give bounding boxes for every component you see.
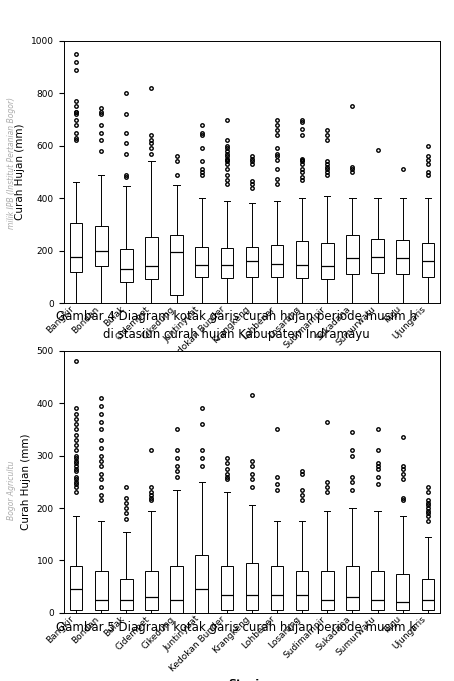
PathPatch shape: [296, 571, 309, 610]
Text: Gambar 4 Diagram kotak garis curah hujan periode musim h: Gambar 4 Diagram kotak garis curah hujan…: [56, 310, 416, 323]
PathPatch shape: [221, 248, 233, 278]
PathPatch shape: [271, 566, 283, 610]
Y-axis label: Curah Hujan (mm): Curah Hujan (mm): [15, 124, 25, 220]
Text: Gambar 5 Diagram kotak garis curah hujan periode musim k: Gambar 5 Diagram kotak garis curah hujan…: [56, 621, 416, 634]
PathPatch shape: [145, 238, 158, 279]
PathPatch shape: [196, 555, 208, 613]
PathPatch shape: [422, 242, 434, 276]
PathPatch shape: [95, 225, 108, 266]
Text: milik IPB (Institut Pertanian Bogor): milik IPB (Institut Pertanian Bogor): [7, 97, 16, 229]
PathPatch shape: [170, 235, 183, 295]
PathPatch shape: [246, 563, 258, 610]
X-axis label: Stasiun: Stasiun: [228, 679, 276, 681]
PathPatch shape: [196, 247, 208, 276]
PathPatch shape: [271, 245, 283, 276]
PathPatch shape: [170, 566, 183, 613]
PathPatch shape: [120, 249, 133, 282]
PathPatch shape: [371, 571, 384, 610]
Text: di stasiun curah hujan Kabupaten Indramayu: di stasiun curah hujan Kabupaten Indrama…: [103, 328, 370, 341]
PathPatch shape: [321, 571, 334, 610]
PathPatch shape: [246, 247, 258, 276]
PathPatch shape: [145, 571, 158, 610]
PathPatch shape: [396, 573, 409, 610]
PathPatch shape: [346, 235, 359, 274]
PathPatch shape: [396, 240, 409, 274]
PathPatch shape: [371, 239, 384, 273]
PathPatch shape: [95, 571, 108, 610]
PathPatch shape: [70, 223, 83, 272]
PathPatch shape: [221, 566, 233, 610]
Y-axis label: Curah Hujan (mm): Curah Hujan (mm): [21, 434, 31, 530]
Text: Bogor Agricultu: Bogor Agricultu: [7, 460, 16, 520]
PathPatch shape: [321, 242, 334, 279]
PathPatch shape: [422, 579, 434, 610]
PathPatch shape: [120, 579, 133, 610]
PathPatch shape: [346, 566, 359, 610]
PathPatch shape: [70, 566, 83, 610]
X-axis label: Stasiun: Stasiun: [228, 369, 276, 379]
PathPatch shape: [296, 242, 309, 278]
